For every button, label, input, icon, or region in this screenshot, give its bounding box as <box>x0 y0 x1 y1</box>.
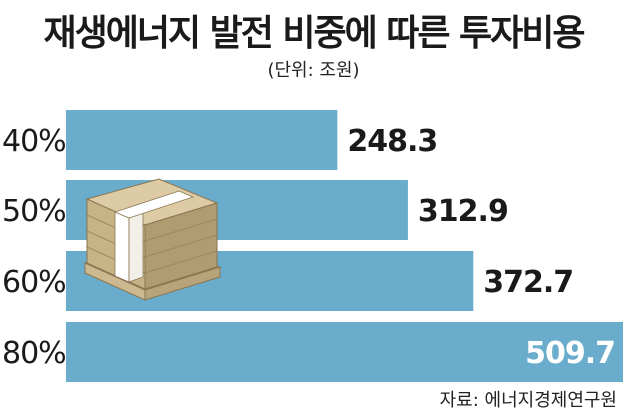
category-label: 80% <box>2 336 66 371</box>
category-label: 60% <box>2 265 66 300</box>
category-label: 50% <box>2 194 66 229</box>
bar <box>66 110 338 170</box>
bar <box>66 322 623 382</box>
value-label: 372.7 <box>483 265 573 300</box>
value-label: 312.9 <box>418 194 508 229</box>
unit-label: (단위: 조원) <box>267 60 360 81</box>
source-note: 자료: 에너지경제연구원 <box>439 390 617 411</box>
value-label: 248.3 <box>347 124 437 159</box>
chart-title: 재생에너지 발전 비중에 따른 투자비용 <box>43 13 585 54</box>
value-label: 509.7 <box>525 336 615 371</box>
category-label: 40% <box>2 124 66 159</box>
money-stack-icon <box>83 178 222 301</box>
